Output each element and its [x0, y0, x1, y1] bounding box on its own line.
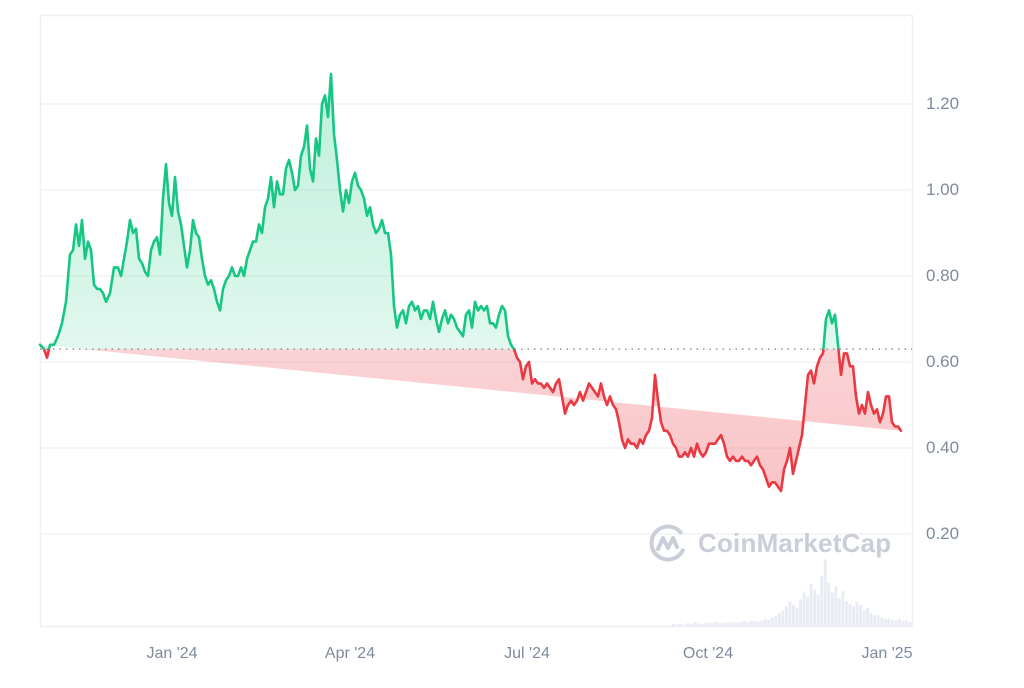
- x-tick-label: Jul '24: [504, 645, 550, 662]
- x-tick-label: Jan '25: [861, 645, 913, 662]
- volume-bars: [672, 559, 912, 626]
- y-tick-label: 0.40: [926, 438, 960, 457]
- y-tick-label: 0.20: [926, 524, 960, 543]
- y-tick-label: 1.00: [926, 180, 960, 199]
- x-tick-label: Apr '24: [324, 645, 376, 662]
- x-tick-label: Jan '24: [146, 645, 198, 662]
- coinmarketcap-logo-icon: [649, 524, 687, 562]
- chart-frame: [39, 14, 914, 628]
- price-area-fill: [40, 73, 901, 491]
- y-tick-label: 1.20: [926, 94, 960, 113]
- y-tick-label: 0.60: [926, 352, 960, 371]
- watermark: CoinMarketCap: [648, 523, 891, 563]
- y-tick-label: 0.80: [926, 266, 960, 285]
- x-tick-label: Oct '24: [682, 645, 734, 662]
- price-line: [38, 72, 903, 493]
- watermark-text: CoinMarketCap: [698, 527, 892, 558]
